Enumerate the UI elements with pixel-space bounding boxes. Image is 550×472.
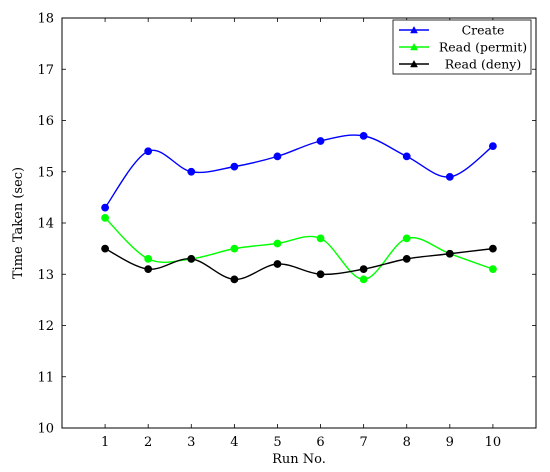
data-point-read-deny <box>316 270 325 279</box>
data-point-read-deny <box>230 275 239 284</box>
legend-label-read-deny: Read (deny) <box>445 57 522 72</box>
data-point-create <box>489 142 497 151</box>
data-point-read-deny <box>489 244 497 253</box>
plot-layer <box>101 131 497 284</box>
data-point-create <box>101 203 109 212</box>
data-point-read-deny <box>101 244 109 253</box>
x-tick-label: 2 <box>144 435 152 450</box>
x-tick-label: 7 <box>359 435 367 450</box>
data-point-read-permit <box>402 234 411 243</box>
plot-frame <box>61 17 537 429</box>
series-line-read-deny <box>104 247 493 281</box>
y-tick-label: 17 <box>37 63 54 78</box>
data-point-read-permit <box>101 213 109 222</box>
x-tick-label: 10 <box>485 435 502 450</box>
y-tick-label: 18 <box>37 12 54 27</box>
y-tick-label: 10 <box>37 422 54 437</box>
x-tick-label: 5 <box>273 435 281 450</box>
data-point-create <box>230 162 239 171</box>
y-tick-label: 13 <box>37 268 54 283</box>
series-line-create <box>104 134 494 209</box>
data-point-read-deny <box>273 260 282 268</box>
data-point-read-permit <box>230 244 239 253</box>
data-point-read-permit <box>316 234 325 243</box>
x-axis-label: Run No. <box>272 452 326 467</box>
data-point-read-deny <box>445 249 454 258</box>
legend-triangle-marker <box>410 42 418 51</box>
data-point-create <box>187 167 196 176</box>
y-tick-label: 16 <box>37 114 54 129</box>
data-point-read-deny <box>359 265 368 274</box>
data-point-create <box>445 172 454 181</box>
data-point-create <box>402 152 411 161</box>
y-tick-label: 15 <box>37 165 54 180</box>
data-point-read-permit <box>359 275 368 284</box>
data-point-create <box>316 137 325 145</box>
legend-triangle-marker <box>410 25 418 34</box>
y-axis-label: Time Taken (sec) <box>11 167 26 279</box>
data-point-create <box>273 152 282 161</box>
data-point-read-permit <box>144 254 153 263</box>
legend: Create Read (permit) Read (deny) <box>392 19 532 75</box>
data-point-read-permit <box>273 239 282 248</box>
x-tick-label: 9 <box>446 435 454 450</box>
legend-label-create: Create <box>462 23 505 38</box>
y-tick-label: 11 <box>37 370 54 385</box>
data-point-create <box>359 131 368 140</box>
series-line-read-permit <box>104 217 494 281</box>
x-tick-label: 1 <box>101 435 109 450</box>
legend-triangle-marker <box>410 59 418 68</box>
x-tick-label: 4 <box>230 435 238 450</box>
data-point-read-deny <box>187 254 196 263</box>
data-point-read-deny <box>402 254 411 263</box>
y-tick-label: 12 <box>37 319 54 334</box>
data-point-read-deny <box>144 265 153 274</box>
x-tick-label: 3 <box>187 435 195 450</box>
legend-label-read-permit: Read (permit) <box>439 40 527 55</box>
y-tick-label: 14 <box>37 217 54 232</box>
data-point-create <box>144 147 153 156</box>
x-tick-label: 8 <box>403 435 411 450</box>
data-point-read-permit <box>489 265 497 274</box>
x-tick-label: 6 <box>316 435 324 450</box>
